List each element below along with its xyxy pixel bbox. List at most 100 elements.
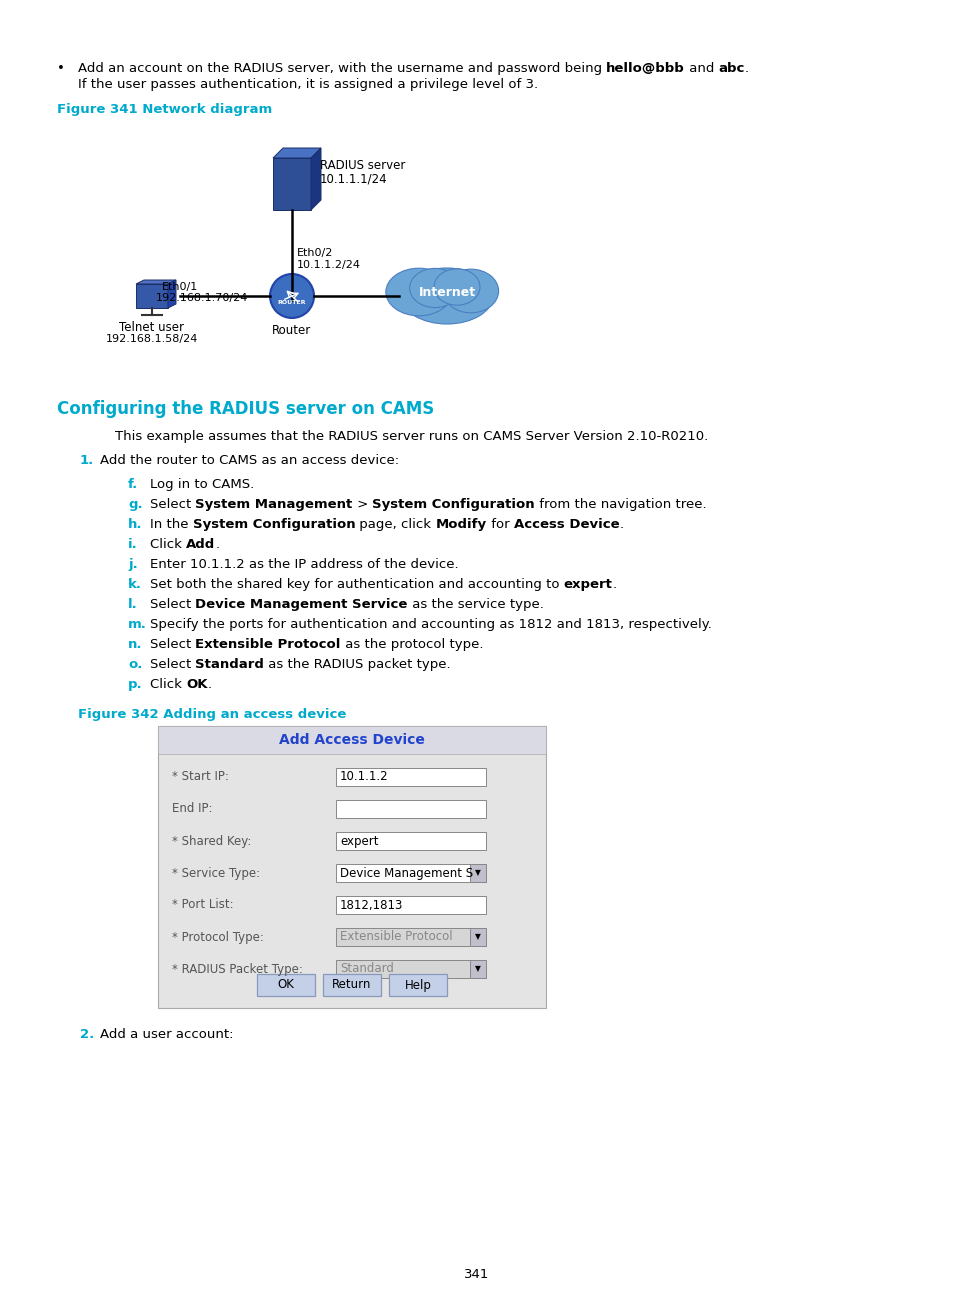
FancyBboxPatch shape <box>323 975 380 997</box>
Text: Set both the shared key for authentication and accounting to: Set both the shared key for authenticati… <box>150 578 563 591</box>
Text: * Protocol Type:: * Protocol Type: <box>172 931 264 943</box>
Text: Device Management Service: Device Management Service <box>195 597 408 610</box>
Polygon shape <box>168 280 175 308</box>
Text: 192.168.1.58/24: 192.168.1.58/24 <box>106 334 198 343</box>
Text: Select: Select <box>150 498 195 511</box>
Text: Figure 341 Network diagram: Figure 341 Network diagram <box>57 102 272 117</box>
Text: h.: h. <box>128 518 142 531</box>
Text: .: . <box>208 678 212 691</box>
Polygon shape <box>136 280 175 284</box>
Text: Figure 342 Adding an access device: Figure 342 Adding an access device <box>78 708 346 721</box>
Text: Select: Select <box>150 638 195 651</box>
Text: ▼: ▼ <box>475 868 480 877</box>
Text: Modify: Modify <box>436 518 486 531</box>
Text: OK: OK <box>186 678 208 691</box>
FancyBboxPatch shape <box>389 975 447 997</box>
Text: Specify the ports for authentication and accounting as 1812 and 1813, respective: Specify the ports for authentication and… <box>150 618 711 631</box>
Text: >: > <box>353 498 372 511</box>
FancyBboxPatch shape <box>335 769 485 785</box>
Text: If the user passes authentication, it is assigned a privilege level of 3.: If the user passes authentication, it is… <box>78 78 537 91</box>
Text: page, click: page, click <box>355 518 436 531</box>
FancyBboxPatch shape <box>335 800 485 818</box>
Text: Standard: Standard <box>339 963 394 976</box>
Text: * RADIUS Packet Type:: * RADIUS Packet Type: <box>172 963 302 976</box>
Text: 1812,1813: 1812,1813 <box>339 898 403 911</box>
Text: * Port List:: * Port List: <box>172 898 233 911</box>
Text: Add: Add <box>186 538 215 551</box>
Text: This example assumes that the RADIUS server runs on CAMS Server Version 2.10-R02: This example assumes that the RADIUS ser… <box>115 430 707 443</box>
Text: .: . <box>215 538 219 551</box>
Text: Eth0/2: Eth0/2 <box>296 248 333 258</box>
Text: ▼: ▼ <box>475 964 480 973</box>
Text: System Configuration: System Configuration <box>372 498 535 511</box>
Text: RADIUS server: RADIUS server <box>319 159 405 172</box>
FancyBboxPatch shape <box>335 832 485 850</box>
Text: p.: p. <box>128 678 143 691</box>
FancyBboxPatch shape <box>158 726 545 1008</box>
Text: .: . <box>744 62 748 75</box>
Text: * Service Type:: * Service Type: <box>172 867 260 880</box>
Text: Click: Click <box>150 538 186 551</box>
Text: g.: g. <box>128 498 143 511</box>
Text: Help: Help <box>404 978 431 991</box>
Ellipse shape <box>409 268 459 307</box>
Text: l.: l. <box>128 597 137 610</box>
FancyBboxPatch shape <box>335 960 485 978</box>
Ellipse shape <box>434 268 479 305</box>
Text: OK: OK <box>277 978 294 991</box>
Text: ROUTER: ROUTER <box>277 301 306 306</box>
Text: ▼: ▼ <box>475 933 480 941</box>
Text: j.: j. <box>128 559 137 572</box>
FancyBboxPatch shape <box>256 975 314 997</box>
Text: Add an account on the RADIUS server, with the username and password being: Add an account on the RADIUS server, wit… <box>78 62 606 75</box>
Text: k.: k. <box>128 578 142 591</box>
Text: Standard: Standard <box>195 658 264 671</box>
Text: expert: expert <box>563 578 612 591</box>
Text: Telnet user: Telnet user <box>119 321 184 334</box>
Ellipse shape <box>443 270 498 312</box>
Text: for: for <box>486 518 513 531</box>
Text: Internet: Internet <box>418 286 475 299</box>
Circle shape <box>270 273 314 318</box>
Text: 341: 341 <box>464 1267 489 1280</box>
Text: System Management: System Management <box>195 498 353 511</box>
Text: .: . <box>618 518 622 531</box>
Text: Select: Select <box>150 597 195 610</box>
Text: •: • <box>57 62 65 75</box>
Text: 10.1.1.1/24: 10.1.1.1/24 <box>319 172 387 185</box>
Text: and: and <box>684 62 718 75</box>
Text: i.: i. <box>128 538 137 551</box>
Text: 1.: 1. <box>80 454 94 467</box>
Text: Add a user account:: Add a user account: <box>100 1028 233 1041</box>
Text: from the navigation tree.: from the navigation tree. <box>535 498 706 511</box>
Text: Return: Return <box>332 978 372 991</box>
Text: Access Device: Access Device <box>513 518 618 531</box>
Polygon shape <box>273 148 320 158</box>
Text: expert: expert <box>339 835 378 848</box>
FancyBboxPatch shape <box>470 928 485 946</box>
Ellipse shape <box>400 268 493 324</box>
Ellipse shape <box>385 268 452 316</box>
Text: Select: Select <box>150 658 195 671</box>
Text: 2.: 2. <box>80 1028 94 1041</box>
Text: abc: abc <box>718 62 744 75</box>
Text: hello@bbb: hello@bbb <box>606 62 684 75</box>
FancyBboxPatch shape <box>335 864 485 883</box>
Text: 10.1.1.2/24: 10.1.1.2/24 <box>296 260 360 270</box>
Text: n.: n. <box>128 638 142 651</box>
Text: .: . <box>612 578 616 591</box>
Polygon shape <box>273 158 311 210</box>
FancyBboxPatch shape <box>470 960 485 978</box>
Text: 192.168.1.70/24: 192.168.1.70/24 <box>156 293 248 303</box>
Text: m.: m. <box>128 618 147 631</box>
Text: Extensible Protocol: Extensible Protocol <box>195 638 340 651</box>
FancyBboxPatch shape <box>335 896 485 914</box>
Text: Eth0/1: Eth0/1 <box>162 283 198 292</box>
FancyBboxPatch shape <box>470 864 485 883</box>
Text: End IP:: End IP: <box>172 802 213 815</box>
Text: 10.1.1.2: 10.1.1.2 <box>339 771 388 784</box>
Polygon shape <box>311 148 320 210</box>
Text: f.: f. <box>128 478 138 491</box>
Text: Configuring the RADIUS server on CAMS: Configuring the RADIUS server on CAMS <box>57 400 434 419</box>
Text: o.: o. <box>128 658 142 671</box>
